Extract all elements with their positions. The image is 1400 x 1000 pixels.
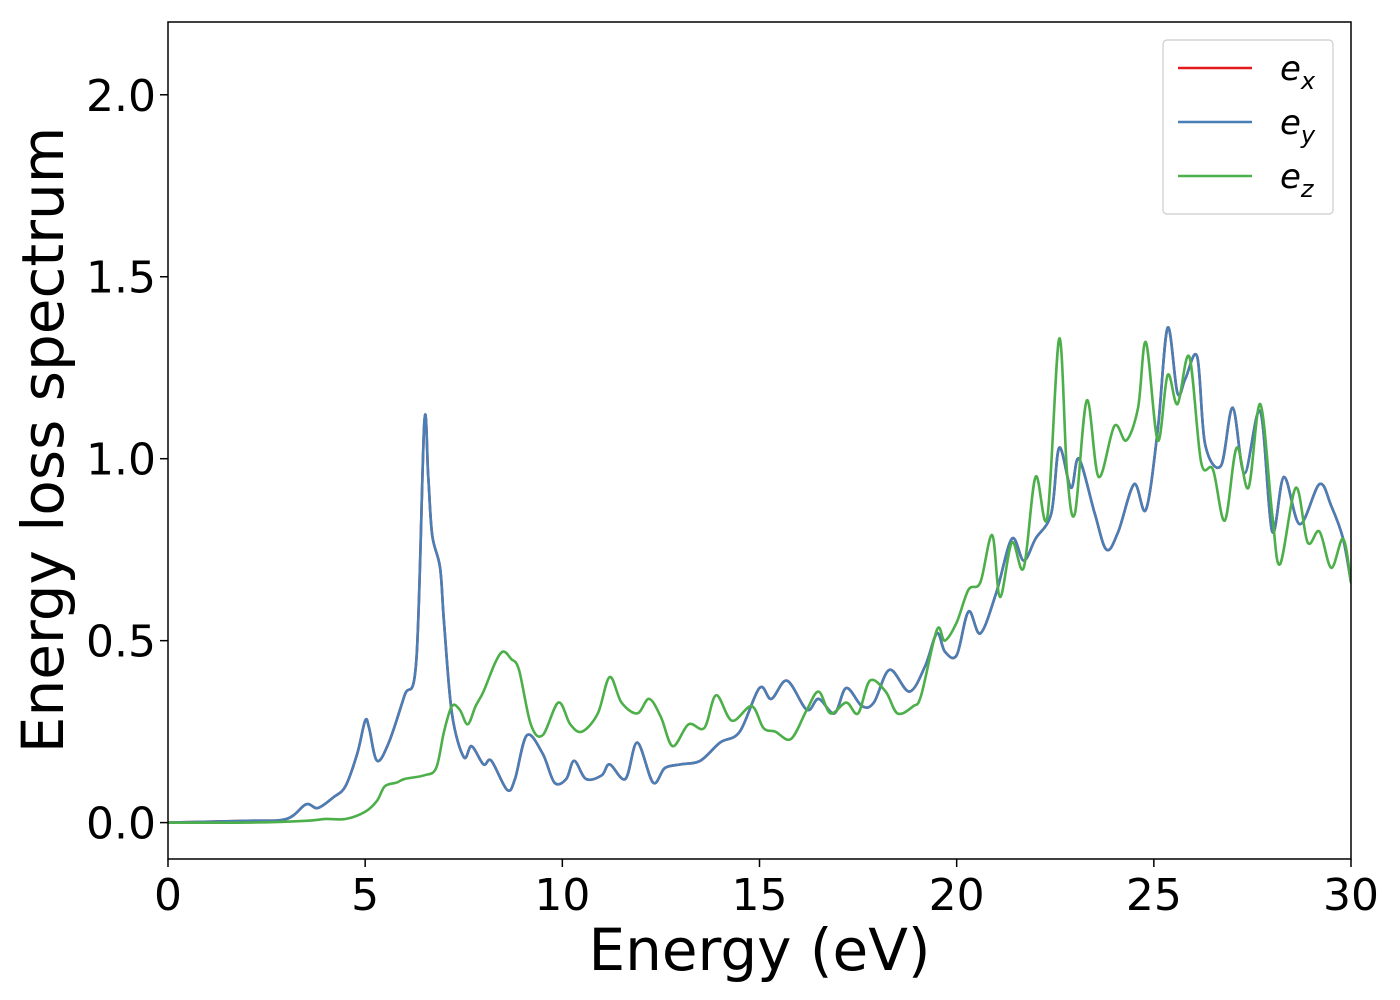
x-tick-label: 15	[732, 870, 788, 921]
y-tick-label: 0.0	[86, 799, 156, 850]
legend-label-e-x: ex	[1280, 49, 1316, 95]
y-tick-label: 2.0	[86, 71, 156, 122]
legend-label-e-z: ez	[1280, 157, 1315, 203]
series-line-e-z	[168, 337, 1351, 825]
y-axis: 0.0 0.5 1.0 1.5 2.0	[86, 71, 168, 850]
y-tick-label: 1.0	[86, 435, 156, 486]
x-tick-label: 0	[154, 870, 182, 921]
x-axis-title: Energy (eV)	[588, 916, 930, 984]
y-axis-title: Energy loss spectrum	[9, 127, 77, 753]
x-tick-label: 25	[1126, 870, 1182, 921]
x-tick-label: 10	[534, 870, 590, 921]
series-layer	[168, 326, 1351, 825]
x-axis: 0 5 10 15 20 25 30	[154, 859, 1379, 921]
legend-label-e-y: ey	[1280, 103, 1316, 149]
x-tick-label: 5	[351, 870, 379, 921]
x-tick-label: 20	[929, 870, 985, 921]
x-tick-label: 30	[1323, 870, 1379, 921]
legend: ex ey ez	[1162, 39, 1334, 215]
legend-box	[1162, 39, 1334, 215]
series-line-e-y	[168, 326, 1351, 824]
y-tick-label: 1.5	[86, 253, 156, 304]
y-tick-label: 0.5	[86, 617, 156, 668]
